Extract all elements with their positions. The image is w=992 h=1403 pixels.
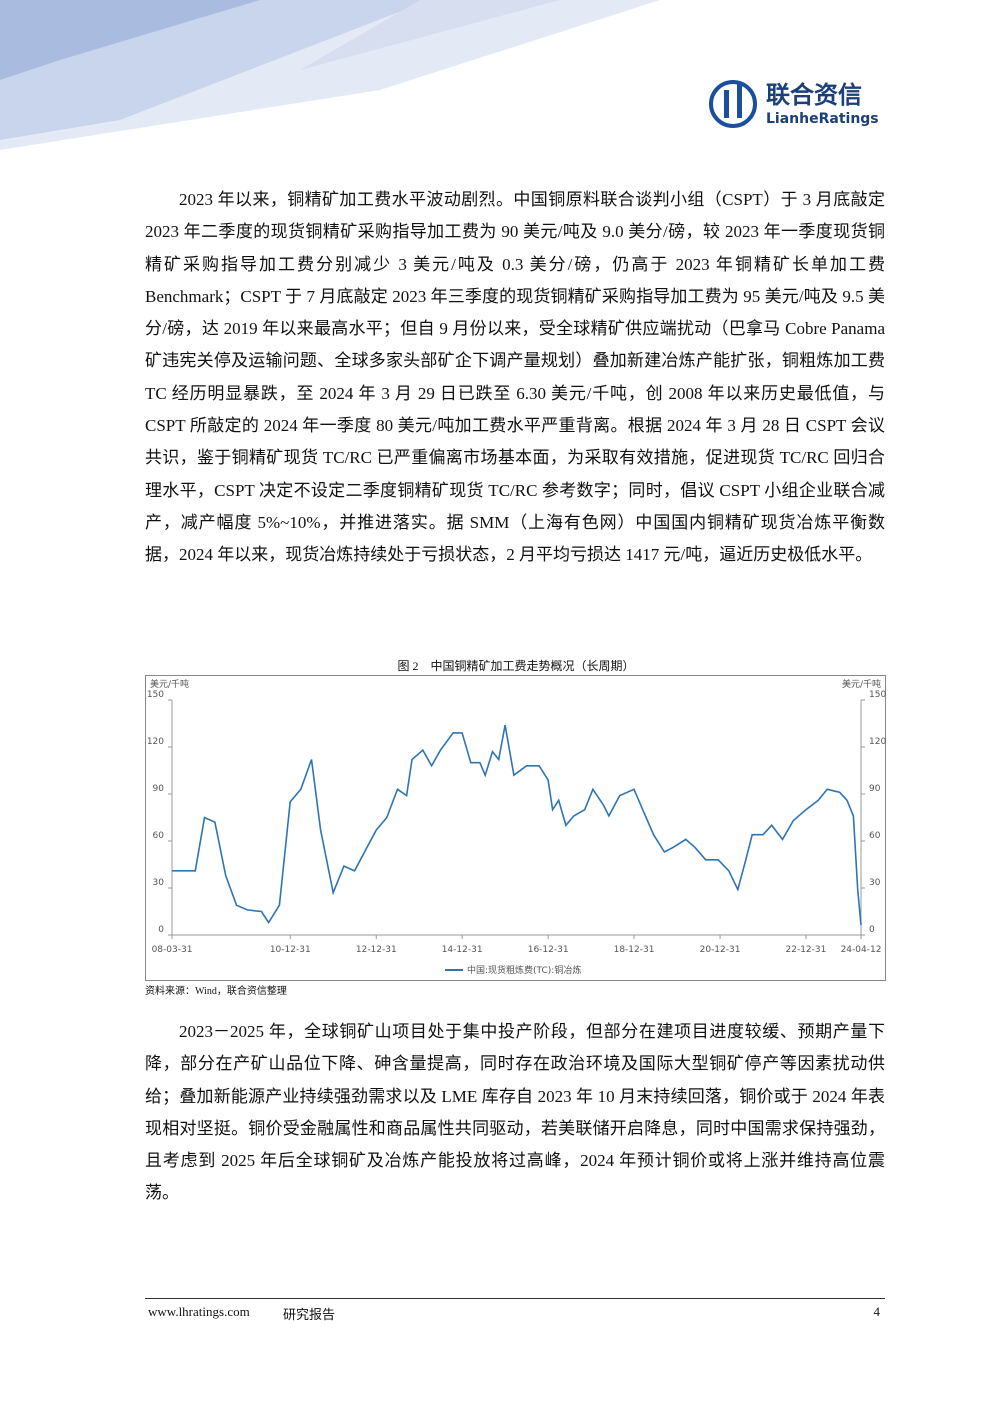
x-tick-label: 18-12-31	[614, 945, 655, 955]
chart: 美元/千吨 美元/千吨 0 30 60 90 120 150 0 30 60 90 120 150 08…	[145, 675, 886, 981]
paragraph: 2023 年以来，铜精矿加工费水平波动剧烈。中国铜原料联合谈判小组（CSPT）于…	[145, 190, 885, 565]
y2-tick-label: 0	[869, 925, 875, 935]
y2-tick-label: 120	[869, 737, 886, 747]
x-tick-label: 20-12-31	[700, 945, 741, 955]
figure-caption: 图 2 中国铜精矿加工费走势概况（长周期）	[397, 659, 635, 673]
figure-source: 资料来源：Wind，联合资信整理	[145, 986, 287, 997]
x-tick-label: 16-12-31	[528, 945, 569, 955]
y2-tick-label: 30	[869, 878, 881, 888]
logo-cn: 联合资信	[766, 81, 862, 109]
footer-label: 研究报告	[283, 1307, 336, 1322]
y-tick-label: 60	[153, 831, 165, 841]
x-tick-label: 12-12-31	[356, 945, 397, 955]
x-tick-label: 22-12-31	[786, 945, 827, 955]
page-number: 4	[873, 1304, 881, 1319]
y2-tick-label: 90	[869, 784, 881, 794]
y-tick-label: 120	[147, 737, 164, 747]
legend-label: 中国:现货粗炼费(TC):铜冶炼	[467, 964, 581, 976]
y2-tick-label: 60	[869, 831, 881, 841]
y-tick-label: 90	[153, 784, 165, 794]
y-tick-label: 30	[153, 878, 165, 888]
footer-site: www.lhratings.com	[148, 1304, 250, 1319]
paragraph: 2023－2025 年，全球铜矿山项目处于集中投产阶段，但部分在建项目进度较缓、…	[145, 1022, 885, 1203]
y2-axis-title: 美元/千吨	[842, 678, 881, 690]
x-tick-label: 14-12-31	[442, 945, 483, 955]
y2-tick-label: 150	[869, 690, 886, 700]
chart-frame	[145, 675, 886, 981]
y-tick-label: 0	[158, 925, 164, 935]
data-line	[172, 724, 862, 926]
logo-en: LianheRatings	[766, 111, 879, 127]
y-axis-title: 美元/千吨	[150, 678, 189, 690]
x-tick-label: 24-04-12	[841, 945, 882, 955]
footer-rule	[145, 1298, 885, 1299]
x-tick-label: 10-12-31	[270, 945, 311, 955]
y-tick-label: 150	[147, 690, 164, 700]
x-tick-label: 08-03-31	[152, 945, 193, 955]
header-decoration: 联合资信 LianheRatings	[0, 0, 879, 150]
